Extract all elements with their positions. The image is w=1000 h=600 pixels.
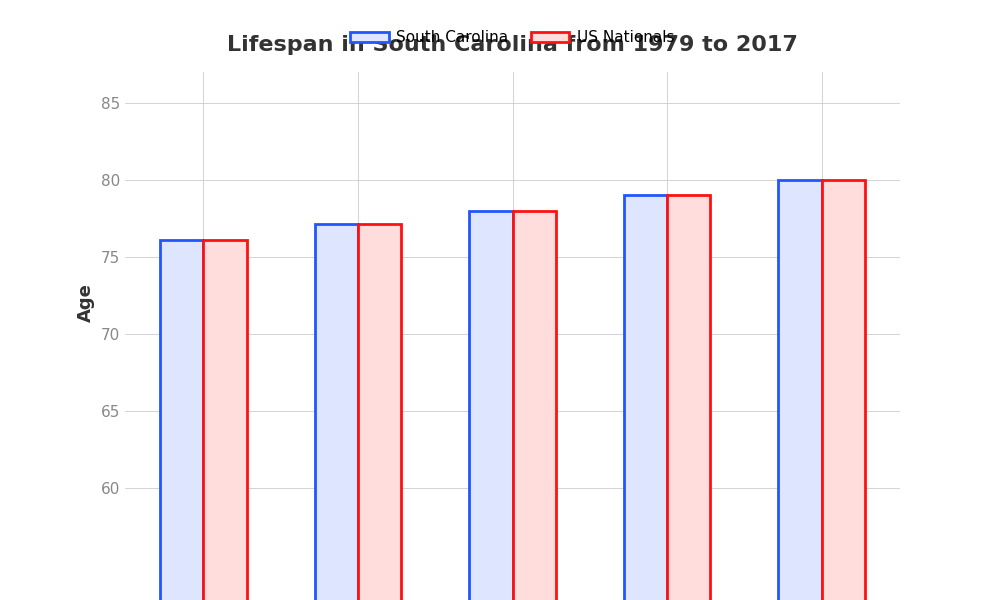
- Bar: [778, 180, 822, 600]
- Title: Lifespan in South Carolina from 1979 to 2017: Lifespan in South Carolina from 1979 to …: [227, 35, 798, 55]
- Bar: [315, 224, 358, 600]
- Bar: [160, 240, 203, 600]
- Y-axis label: Age: Age: [77, 284, 95, 322]
- X-axis label: Year: Year: [490, 559, 535, 577]
- Bar: [469, 211, 512, 600]
- Bar: [624, 195, 667, 600]
- Legend: South Carolina, US Nationals: South Carolina, US Nationals: [344, 24, 681, 52]
- Bar: [358, 224, 401, 600]
- Bar: [512, 211, 556, 600]
- Bar: [822, 180, 865, 600]
- Bar: [203, 240, 247, 600]
- Bar: [667, 195, 710, 600]
